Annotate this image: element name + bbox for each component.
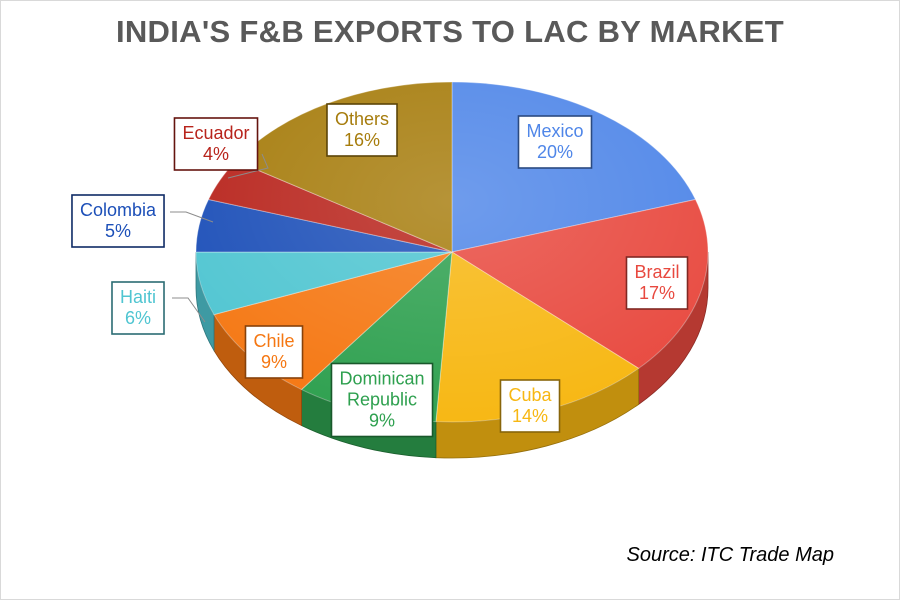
label-box: [625, 256, 689, 310]
label-box: [111, 281, 165, 335]
label-box: [499, 379, 561, 433]
label-value: 9%: [369, 411, 395, 431]
label-box: [244, 325, 304, 379]
label-value: 14%: [512, 406, 548, 426]
label-name: Republic: [347, 390, 417, 410]
label-name: Ecuador: [182, 123, 249, 143]
label-name: Mexico: [526, 121, 583, 141]
label-box: [330, 362, 434, 438]
leader-line: [170, 211, 214, 223]
label-box: [71, 194, 165, 248]
label-value: 17%: [639, 283, 675, 303]
label-name: Colombia: [80, 200, 157, 220]
label-name: Cuba: [508, 385, 552, 405]
label-value: 6%: [125, 308, 151, 328]
label-name: Brazil: [634, 262, 679, 282]
leader-line: [172, 297, 206, 323]
label-value: 16%: [344, 130, 380, 150]
label-value: 20%: [537, 142, 573, 162]
label-name: Chile: [253, 331, 294, 351]
label-value: 5%: [105, 221, 131, 241]
label-value: 4%: [203, 144, 229, 164]
label-box: [173, 117, 259, 171]
leader-line: [227, 153, 269, 179]
label-box: [326, 103, 398, 157]
label-name: Haiti: [120, 287, 156, 307]
source-note: Source: ITC Trade Map: [626, 544, 834, 566]
label-value: 9%: [261, 352, 287, 372]
label-name: Dominican: [339, 369, 424, 389]
chart-title: INDIA'S F&B EXPORTS TO LAC BY MARKET: [115, 14, 785, 49]
label-box: [517, 115, 593, 169]
label-name: Others: [335, 109, 389, 129]
